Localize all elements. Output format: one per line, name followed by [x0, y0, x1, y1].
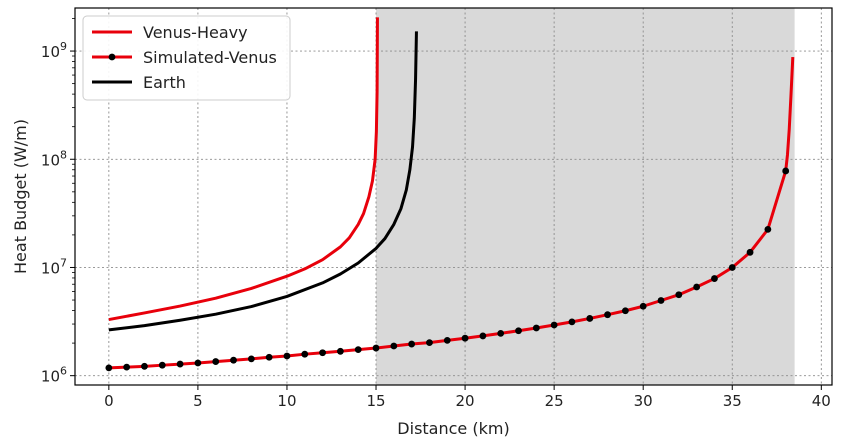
data-point [123, 363, 131, 371]
x-tick-label: 30 [634, 392, 653, 410]
data-point [247, 355, 255, 363]
shaded-region [376, 8, 795, 385]
data-point [515, 327, 522, 335]
data-point [711, 275, 718, 282]
data-point [621, 307, 629, 315]
plot-frame [74, 7, 833, 386]
series-line-0 [108, 17, 379, 322]
legend-label: Earth [143, 73, 186, 92]
legend-label: Simulated-Venus [143, 48, 277, 67]
data-point [426, 339, 433, 347]
data-point [283, 352, 291, 360]
data-point [586, 315, 594, 322]
y-tick-label: 106 [41, 365, 67, 386]
legend: Venus-Heavy Simulated-Venus Earth [82, 15, 291, 101]
data-point [550, 321, 558, 329]
y-tick-base: 10 [41, 368, 60, 386]
x-tick-label: 10 [277, 392, 296, 410]
data-point [604, 311, 611, 319]
data-point [105, 364, 113, 372]
legend-box [82, 15, 291, 101]
y-tick-base: 10 [41, 151, 60, 169]
data-point [265, 353, 273, 361]
data-point [443, 336, 451, 344]
y-tick-exponent: 6 [60, 365, 67, 378]
y-tick-exponent: 7 [60, 256, 67, 269]
x-tick-label: 5 [193, 392, 203, 410]
data-point [675, 291, 683, 299]
x-tick-label: 35 [723, 392, 742, 410]
data-point [176, 360, 184, 368]
series-line-2 [108, 31, 418, 332]
data-point [764, 225, 772, 233]
y-axis-label: Heat Budget (W/m) [11, 119, 30, 274]
y-tick-label: 107 [41, 256, 67, 277]
data-point [461, 334, 469, 342]
data-point [532, 324, 540, 332]
data-point [657, 297, 665, 304]
data-point [319, 349, 326, 357]
data-point [639, 302, 647, 310]
data-point [336, 347, 344, 355]
legend-marker [108, 53, 116, 61]
data-point [746, 248, 754, 256]
x-axis-label: Distance (km) [397, 419, 509, 438]
data-point [158, 361, 166, 369]
x-tick-label: 40 [812, 392, 831, 410]
data-point [230, 356, 237, 364]
y-tick-exponent: 8 [60, 148, 67, 161]
x-tick-label: 15 [366, 392, 385, 410]
series-layer [105, 17, 795, 372]
data-point [141, 362, 148, 370]
data-point [497, 329, 505, 337]
data-point [212, 358, 220, 365]
data-point [693, 283, 701, 291]
shaded-region-layer [376, 8, 795, 385]
x-tick-label: 0 [104, 392, 114, 410]
data-point [194, 359, 202, 367]
data-point [782, 167, 790, 175]
x-tick-label: 20 [456, 392, 475, 410]
y-tick-label: 109 [41, 40, 67, 61]
data-point [301, 350, 309, 358]
y-tick-label: 108 [41, 148, 67, 169]
y-tick-base: 10 [41, 43, 60, 61]
data-point [354, 346, 362, 354]
data-point [390, 342, 398, 350]
data-point [372, 344, 380, 352]
y-tick-base: 10 [41, 259, 60, 277]
data-point [408, 340, 416, 348]
data-point [479, 332, 487, 340]
data-point [728, 264, 736, 271]
legend-label: Venus-Heavy [143, 23, 248, 42]
data-point [568, 318, 576, 326]
x-tick-label: 25 [545, 392, 564, 410]
y-tick-exponent: 9 [60, 40, 67, 53]
